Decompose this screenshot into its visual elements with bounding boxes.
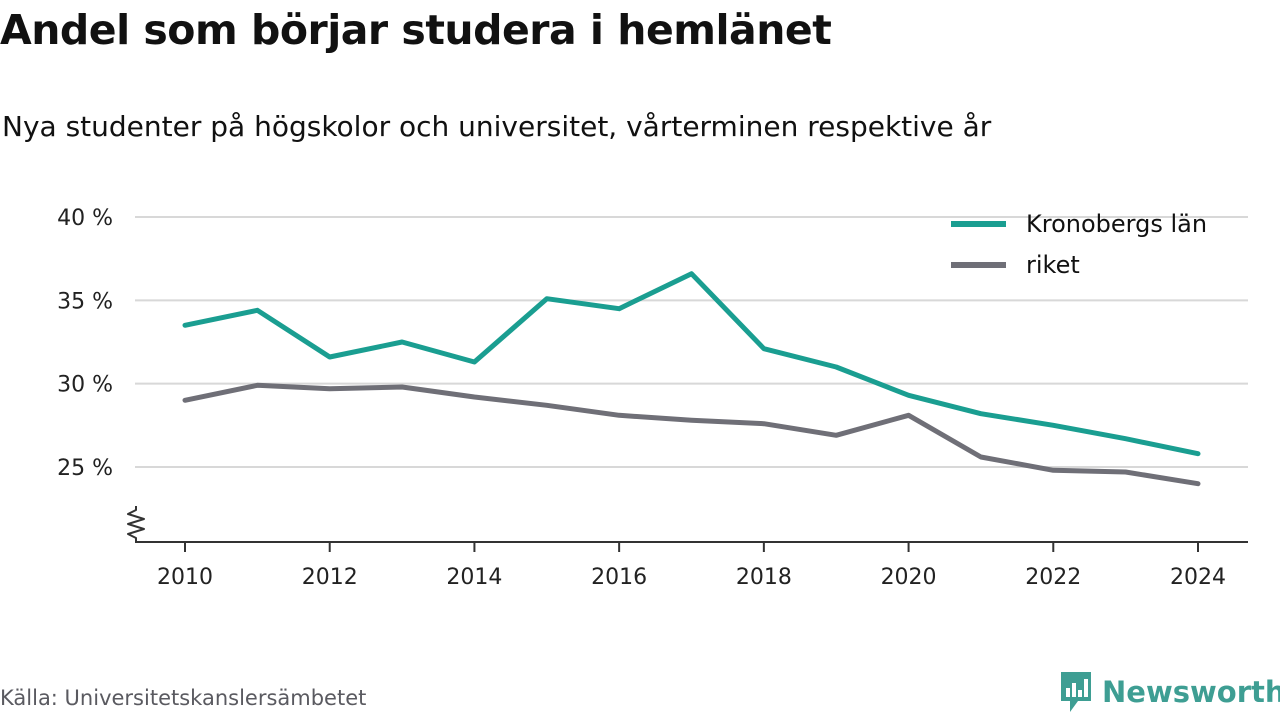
legend-label: riket xyxy=(1026,251,1080,279)
series-line-riket xyxy=(182,382,1201,487)
source-note: Källa: Universitetskanslersämbetet xyxy=(0,686,367,710)
newsworthy-logo-icon xyxy=(1061,672,1091,712)
grid-lines xyxy=(135,216,1248,468)
series-lines xyxy=(182,271,1201,487)
series-line-kronoberg xyxy=(182,271,1201,457)
brand-name: Newsworthy xyxy=(1102,675,1280,709)
x-tick-label: 2016 xyxy=(591,565,647,590)
y-tick-label: 40 % xyxy=(57,206,113,231)
y-tick-label: 35 % xyxy=(57,289,113,314)
y-tick-label: 30 % xyxy=(57,373,113,398)
chart-title: Andel som börjar studera i hemlänet xyxy=(0,6,832,54)
y-axis-break-icon xyxy=(127,506,145,542)
chart-subtitle: Nya studenter på högskolor och universit… xyxy=(2,110,992,143)
legend: Kronobergs län riket xyxy=(951,210,1207,279)
x-tick-label: 2018 xyxy=(736,565,792,590)
x-tick-label: 2022 xyxy=(1025,565,1081,590)
x-tick-label: 2020 xyxy=(881,565,937,590)
x-tick-label: 2024 xyxy=(1170,565,1226,590)
x-tick-label: 2014 xyxy=(446,565,502,590)
x-tick-label: 2010 xyxy=(157,565,213,590)
brand-logo: Newsworthy xyxy=(1058,670,1280,714)
axes: 25 % 30 % 35 % 40 % 2010 2012 2014 2016 2018 2020… xyxy=(57,206,1248,590)
line-chart: 25 % 30 % 35 % 40 % 2010 2012 2014 2016 2018 2020… xyxy=(57,206,1248,590)
legend-label: Kronobergs län xyxy=(1026,210,1207,238)
y-tick-label: 25 % xyxy=(57,456,113,481)
x-tick-label: 2012 xyxy=(302,565,358,590)
